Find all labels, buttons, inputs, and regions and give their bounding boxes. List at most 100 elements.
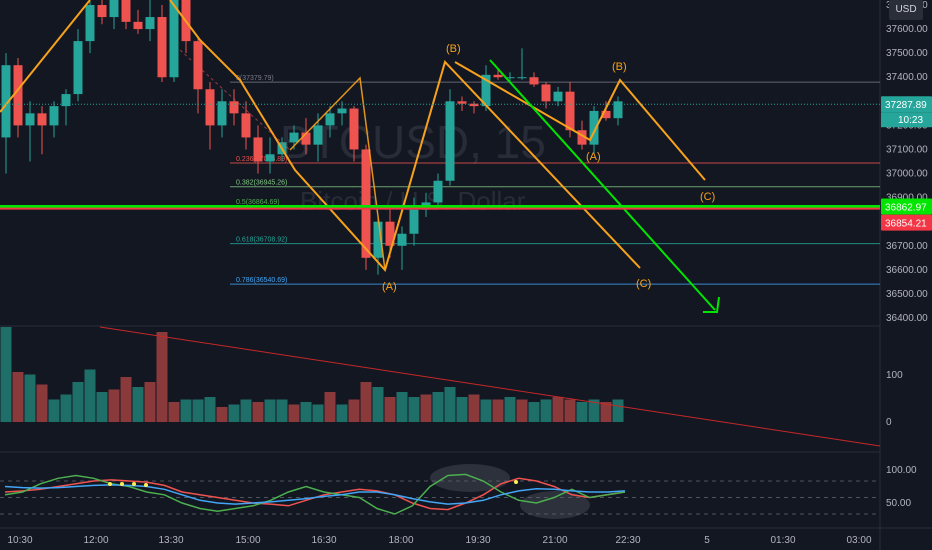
candle-body — [325, 113, 335, 126]
volume-bar — [456, 397, 468, 422]
volume-bar — [540, 399, 552, 422]
price-tick-label: 36500.00 — [886, 289, 928, 300]
oscillator-cloud — [430, 464, 510, 492]
candle-body — [553, 91, 563, 102]
candle-body — [517, 77, 527, 79]
candle-body — [337, 108, 347, 114]
price-tick-label: 36400.00 — [886, 313, 928, 324]
fib-level-label: 0.618(36708.92) — [236, 237, 287, 244]
time-tick-label: 21:00 — [542, 535, 567, 546]
price-tick-label: 37000.00 — [886, 169, 928, 180]
fib-level-label: 0.5(36864.69) — [236, 199, 280, 206]
volume-bar — [156, 332, 168, 422]
volume-bar — [48, 399, 60, 422]
candle-body — [433, 180, 443, 203]
time-tick-label: 19:30 — [465, 535, 490, 546]
candle-body — [253, 137, 263, 162]
wave-label: (C) — [700, 191, 715, 203]
volume-bar — [96, 392, 108, 422]
candle-body — [385, 221, 395, 246]
wave-label: (B) — [446, 43, 461, 55]
candle-body — [481, 74, 491, 107]
candle-body — [169, 0, 179, 78]
green-line-price-tag-text: 36862.97 — [885, 203, 927, 214]
price-tick-label: 37600.00 — [886, 24, 928, 35]
candles — [1, 0, 623, 275]
wave-line — [0, 0, 91, 113]
time-axis[interactable]: 10:30 12:00 13:30 15:00 16:30 18:00 19:30 21:00… — [7, 535, 871, 546]
volume-bar — [408, 397, 420, 422]
candle-body — [193, 41, 203, 90]
price-axis[interactable]: 36400.0036500.0036600.0036700.0036800.00… — [886, 0, 928, 509]
volume-tick-label: 100 — [886, 370, 903, 381]
volume-bar — [216, 407, 228, 422]
candle-body — [577, 130, 587, 145]
currency-chip[interactable]: USD — [889, 0, 923, 20]
volume-bar — [432, 392, 444, 422]
price-tick-label: 37100.00 — [886, 144, 928, 155]
wave-label: (C) — [636, 278, 651, 290]
volume-bar — [84, 369, 96, 422]
last-price-tag-countdown-text: 10:23 — [898, 115, 923, 126]
candle-body — [589, 110, 599, 145]
time-tick-label: 12:00 — [83, 535, 108, 546]
volume-bar — [276, 399, 288, 422]
volume-bar — [192, 399, 204, 422]
last-price-tag — [881, 96, 932, 113]
green-line-price-tag — [881, 198, 932, 215]
candle-body — [373, 221, 383, 258]
volume-bar — [516, 399, 528, 422]
wave-line — [169, 0, 641, 273]
signal-dot — [108, 482, 112, 486]
price-tick-label: 36900.00 — [886, 193, 928, 204]
candle-body — [37, 113, 47, 126]
signal-dot — [132, 482, 136, 486]
volume-bar — [0, 327, 12, 422]
projection-arrowhead — [703, 296, 720, 313]
volume-bar — [444, 387, 456, 422]
volume-bar — [120, 377, 132, 422]
volume-bar — [324, 392, 336, 422]
time-tick-label: 03:00 — [846, 535, 871, 546]
time-tick-label: 15:00 — [235, 535, 260, 546]
candle-body — [1, 65, 11, 138]
volume-bar — [312, 404, 324, 422]
price-tick-label: 36600.00 — [886, 265, 928, 276]
candle-body — [157, 17, 167, 78]
candle-body — [145, 17, 155, 30]
price-tick-label: 36700.00 — [886, 241, 928, 252]
volume-bar — [588, 399, 600, 422]
volume-bar — [468, 394, 480, 422]
candle-body — [301, 132, 311, 145]
candle-body — [313, 125, 323, 145]
volume-bar — [168, 402, 180, 422]
candle-body — [133, 21, 143, 30]
candle-body — [445, 101, 455, 181]
volume-bar — [360, 382, 372, 422]
volume-bar — [420, 394, 432, 422]
volume-bar — [492, 399, 504, 422]
candle-body — [505, 77, 515, 79]
wave-label: (A) — [382, 281, 397, 293]
candle-body — [241, 113, 251, 138]
time-tick-label: 16:30 — [311, 535, 336, 546]
volume-bar — [612, 399, 624, 422]
volume-bar — [228, 404, 240, 422]
elliott-waves[interactable]: (B) (A) (A) (B) (C) (C) — [0, 0, 720, 313]
last-price-tag-countdown — [881, 112, 932, 128]
candle-body — [73, 41, 83, 95]
candle-body — [601, 110, 611, 119]
volume-bar — [204, 397, 216, 422]
wave-label: (A) — [586, 151, 601, 163]
candle-body — [289, 132, 299, 143]
red-line-price-tag-text: 36854.21 — [885, 219, 927, 230]
oscillator-tick-label: 50.00 — [886, 498, 911, 509]
volume-bar — [60, 394, 72, 422]
fib-level-label: 0(37379.79) — [236, 75, 274, 82]
candle-body — [13, 65, 23, 126]
volume-bar — [108, 389, 120, 422]
fib-anchor-line — [179, 49, 291, 151]
volume-bar — [564, 399, 576, 422]
